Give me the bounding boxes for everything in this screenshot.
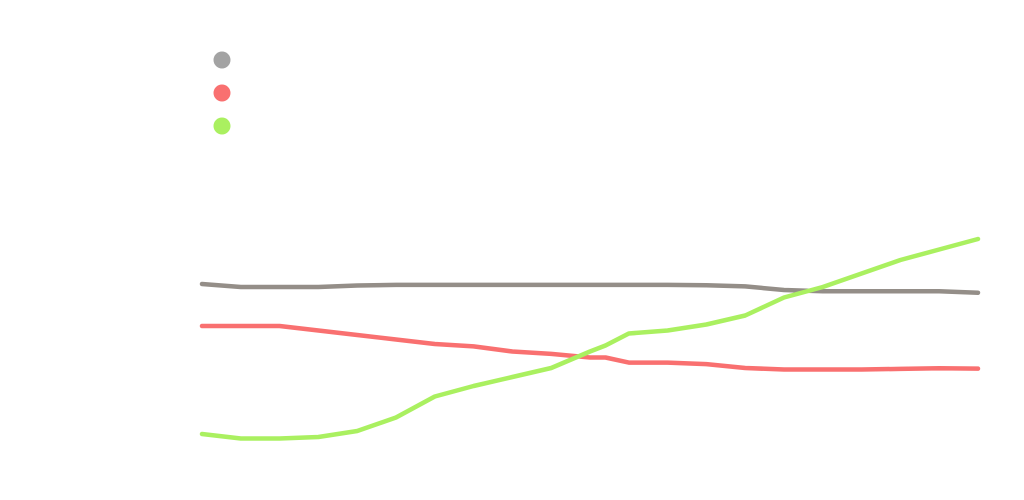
series-line-3 [199, 236, 981, 441]
series-lines [199, 236, 981, 441]
series-line-2 [199, 323, 981, 372]
legend-marker-3 [213, 117, 231, 135]
series-line-1 [199, 281, 981, 295]
legend-marker-1 [213, 51, 231, 69]
legend-marker-2 [213, 84, 231, 102]
legend [213, 51, 231, 135]
